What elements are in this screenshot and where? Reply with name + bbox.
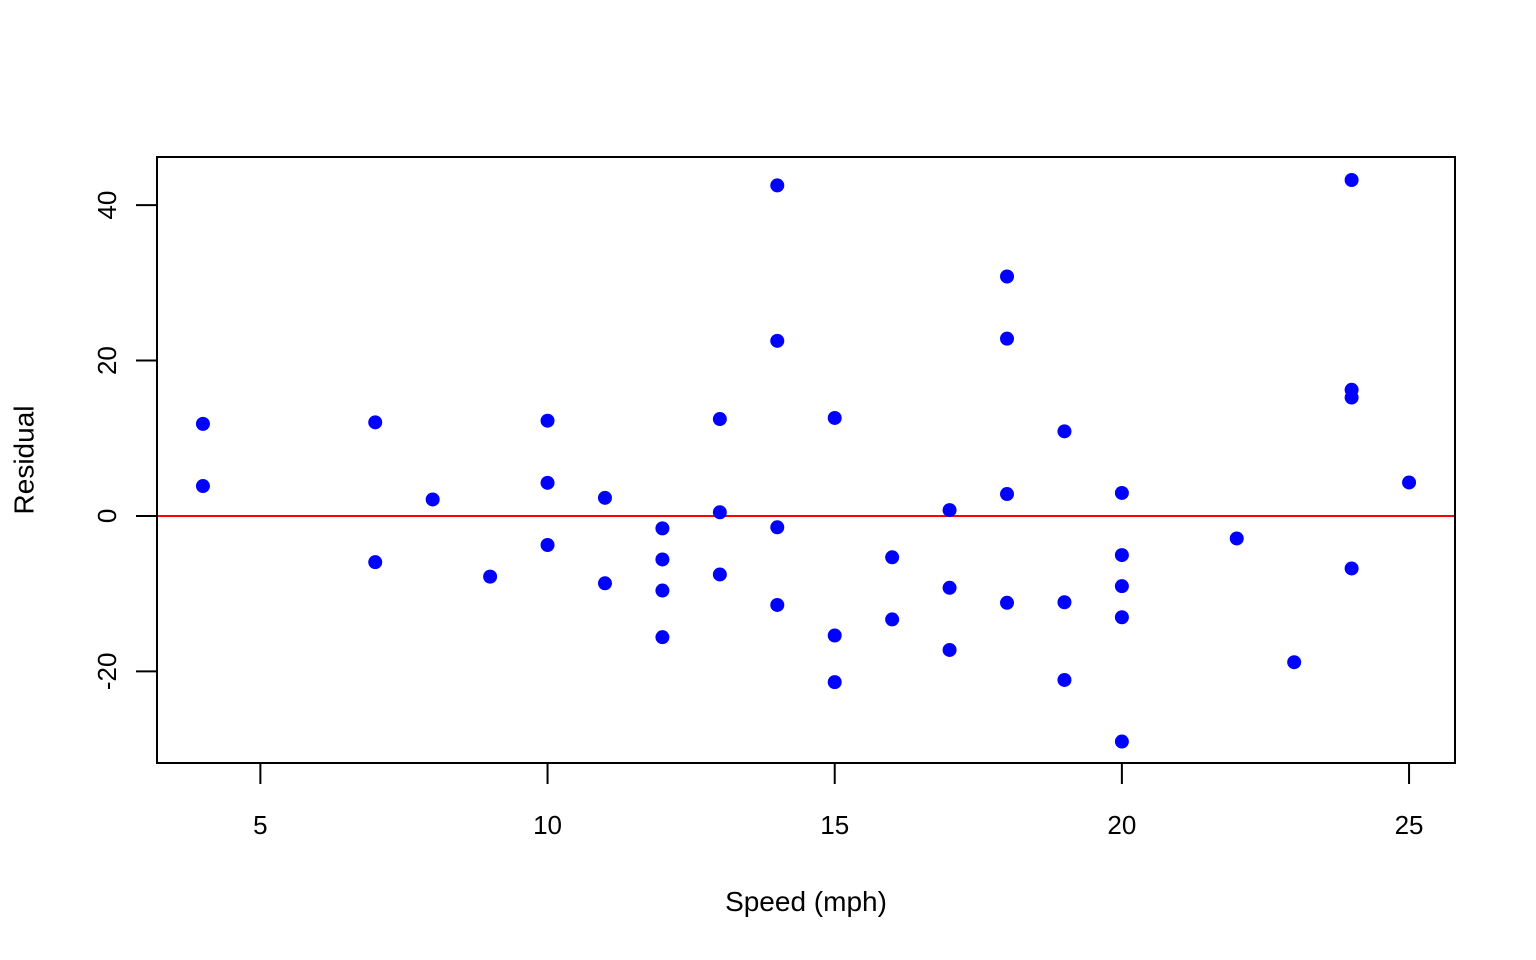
data-point — [1114, 610, 1129, 625]
y-tick-label: -20 — [92, 653, 122, 691]
data-point — [1000, 487, 1015, 502]
data-point — [1344, 172, 1359, 187]
data-point — [655, 583, 670, 598]
data-point — [770, 178, 785, 193]
data-point — [712, 412, 727, 427]
data-point — [597, 490, 612, 505]
data-point — [712, 567, 727, 582]
data-point — [942, 642, 957, 657]
data-point — [655, 552, 670, 567]
x-tick-label: 25 — [1395, 810, 1424, 840]
data-point — [770, 597, 785, 612]
data-point — [1114, 734, 1129, 749]
data-point — [597, 576, 612, 591]
y-axis-title: Residual — [9, 406, 40, 515]
y-tick-label: 20 — [92, 346, 122, 375]
data-point — [1402, 475, 1417, 490]
plot-frame — [156, 156, 1456, 764]
data-point — [885, 612, 900, 627]
data-point — [1000, 595, 1015, 610]
data-point — [1000, 269, 1015, 284]
x-tick-label: 5 — [253, 810, 267, 840]
y-tick-label: 0 — [92, 509, 122, 523]
x-tick-label: 15 — [820, 810, 849, 840]
x-tick-label: 20 — [1107, 810, 1136, 840]
data-point — [942, 580, 957, 595]
data-point — [1229, 531, 1244, 546]
data-point — [540, 537, 555, 552]
data-point — [827, 628, 842, 643]
data-point — [1000, 331, 1015, 346]
data-point — [195, 479, 210, 494]
data-point — [1057, 595, 1072, 610]
data-point — [827, 675, 842, 690]
data-point — [540, 475, 555, 490]
data-point — [540, 413, 555, 428]
data-point — [483, 569, 498, 584]
data-point — [1057, 672, 1072, 687]
data-point — [368, 415, 383, 430]
x-axis-title: Speed (mph) — [725, 886, 887, 917]
data-point — [712, 505, 727, 520]
data-point — [655, 521, 670, 536]
data-point — [1057, 424, 1072, 439]
data-point — [195, 416, 210, 431]
data-point — [425, 492, 440, 507]
data-point — [368, 555, 383, 570]
data-point — [1114, 548, 1129, 563]
data-point — [655, 630, 670, 645]
data-point — [1344, 561, 1359, 576]
data-point — [942, 503, 957, 518]
data-point — [885, 550, 900, 565]
data-points — [195, 172, 1417, 749]
data-point — [1344, 382, 1359, 397]
data-point — [827, 410, 842, 425]
data-point — [1114, 485, 1129, 500]
x-tick-label: 10 — [533, 810, 562, 840]
data-point — [770, 333, 785, 348]
data-point — [1114, 579, 1129, 594]
data-point — [770, 520, 785, 535]
y-tick-label: 40 — [92, 191, 122, 220]
data-point — [1287, 655, 1302, 670]
